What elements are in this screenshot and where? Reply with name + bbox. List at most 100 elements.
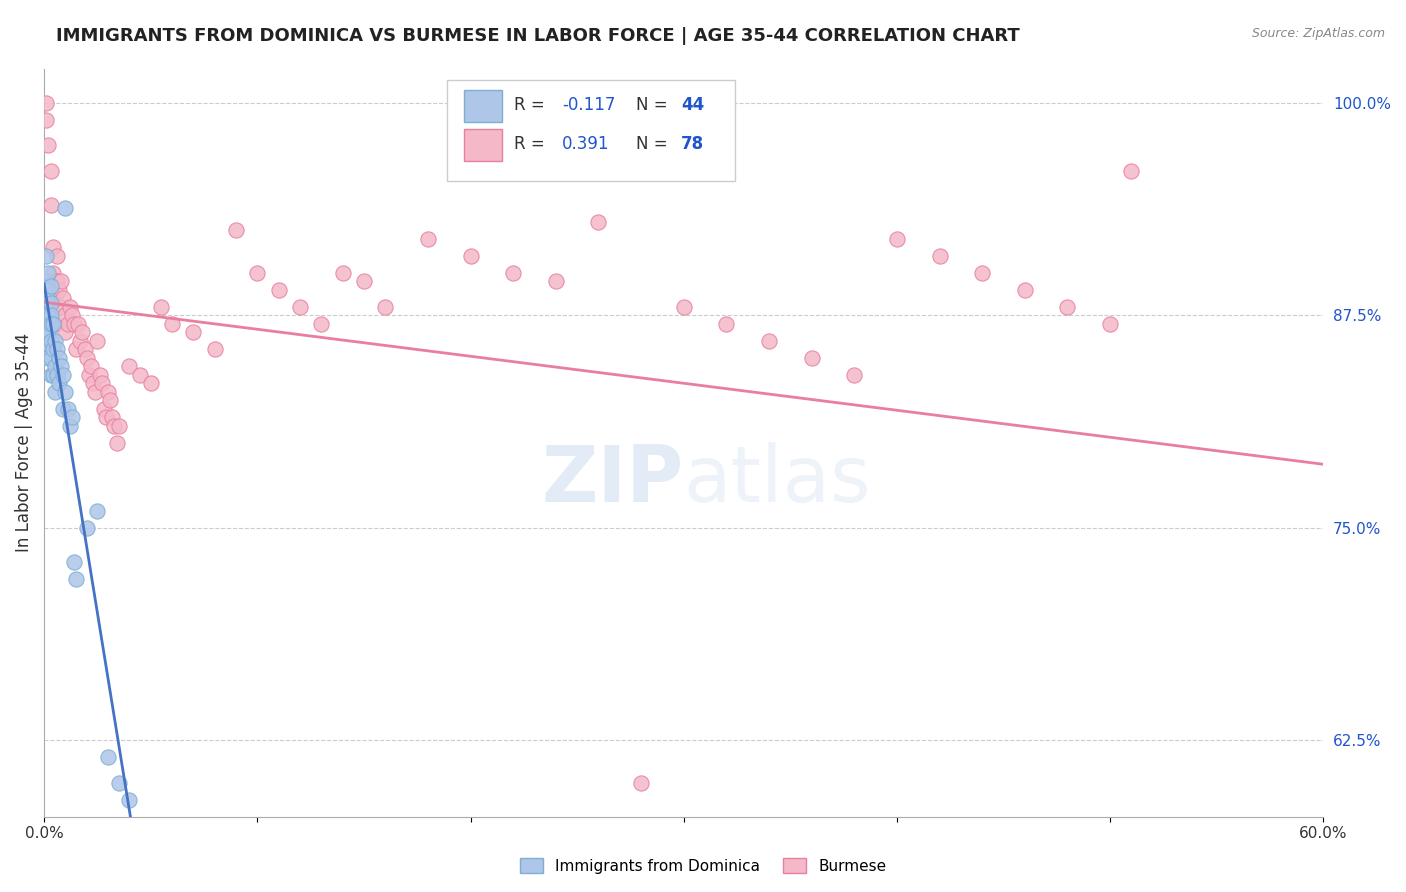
Point <box>39 163 62 178</box>
Point <box>35 112 58 127</box>
Text: Source: ZipAtlas.com: Source: ZipAtlas.com <box>1251 27 1385 40</box>
Point <box>544 274 567 288</box>
Text: R =: R = <box>513 135 550 153</box>
Point <box>1056 300 1078 314</box>
Point <box>41 240 63 254</box>
Point <box>55 325 77 339</box>
Point <box>37 325 59 339</box>
Point <box>86 334 108 348</box>
Point <box>800 351 823 365</box>
Point <box>45 368 67 382</box>
Point <box>76 520 98 534</box>
Point <box>60 410 83 425</box>
Point <box>35 248 58 262</box>
Point <box>183 325 205 339</box>
Point <box>45 342 67 356</box>
Point <box>374 300 396 314</box>
Point <box>758 334 780 348</box>
Point <box>90 376 112 390</box>
Point <box>118 359 141 373</box>
Point <box>44 317 66 331</box>
Point <box>353 274 375 288</box>
Point <box>52 368 75 382</box>
Point <box>48 283 70 297</box>
Point <box>39 334 62 348</box>
Point <box>55 384 77 399</box>
Point <box>45 248 67 262</box>
Point <box>44 291 66 305</box>
Point <box>41 266 63 280</box>
Point <box>44 274 66 288</box>
Text: R =: R = <box>513 96 550 114</box>
Point <box>45 274 67 288</box>
Point <box>72 325 94 339</box>
Point <box>416 231 439 245</box>
Point <box>89 368 111 382</box>
Point <box>65 572 87 586</box>
Point <box>37 317 59 331</box>
Point <box>844 368 866 382</box>
Legend: Immigrants from Dominica, Burmese: Immigrants from Dominica, Burmese <box>513 852 893 880</box>
Point <box>59 418 82 433</box>
Point <box>267 283 290 297</box>
FancyBboxPatch shape <box>447 79 735 181</box>
Point <box>59 300 82 314</box>
FancyBboxPatch shape <box>464 90 502 121</box>
Point <box>77 368 100 382</box>
Point <box>225 223 247 237</box>
Point <box>39 197 62 211</box>
Point <box>98 392 121 407</box>
Point <box>1014 283 1036 297</box>
Point <box>51 274 73 288</box>
Text: atlas: atlas <box>683 442 872 518</box>
Point <box>129 368 152 382</box>
Point <box>1121 163 1143 178</box>
Point <box>246 266 269 280</box>
Point <box>51 359 73 373</box>
Point <box>51 300 73 314</box>
Point <box>48 376 70 390</box>
Point <box>39 296 62 310</box>
Point <box>60 308 83 322</box>
Y-axis label: In Labor Force | Age 35-44: In Labor Force | Age 35-44 <box>15 333 32 552</box>
Point <box>44 384 66 399</box>
Point <box>39 351 62 365</box>
Point <box>35 291 58 305</box>
Point <box>55 308 77 322</box>
Text: ZIP: ZIP <box>541 442 683 518</box>
Point <box>107 418 129 433</box>
Text: 44: 44 <box>681 96 704 114</box>
Point <box>44 334 66 348</box>
Point <box>35 95 58 110</box>
Point <box>55 201 77 215</box>
Text: N =: N = <box>637 135 673 153</box>
Point <box>1099 317 1122 331</box>
Point <box>928 248 950 262</box>
Point <box>105 435 128 450</box>
Point <box>37 337 59 351</box>
Point <box>103 418 125 433</box>
Point <box>52 401 75 416</box>
Point <box>39 279 62 293</box>
Point <box>204 342 226 356</box>
Point <box>69 334 91 348</box>
Point <box>37 283 59 297</box>
Point <box>44 359 66 373</box>
Point <box>63 317 86 331</box>
Point <box>86 503 108 517</box>
Text: -0.117: -0.117 <box>562 96 616 114</box>
Point <box>48 351 70 365</box>
Point <box>588 214 610 228</box>
Point <box>101 410 124 425</box>
Point <box>716 317 738 331</box>
Point <box>39 368 62 382</box>
Point <box>56 317 79 331</box>
Point <box>41 342 63 356</box>
Point <box>972 266 994 280</box>
Point <box>160 317 183 331</box>
Point <box>41 368 63 382</box>
FancyBboxPatch shape <box>464 129 502 161</box>
Text: N =: N = <box>637 96 673 114</box>
Point <box>84 384 107 399</box>
Point <box>48 300 70 314</box>
